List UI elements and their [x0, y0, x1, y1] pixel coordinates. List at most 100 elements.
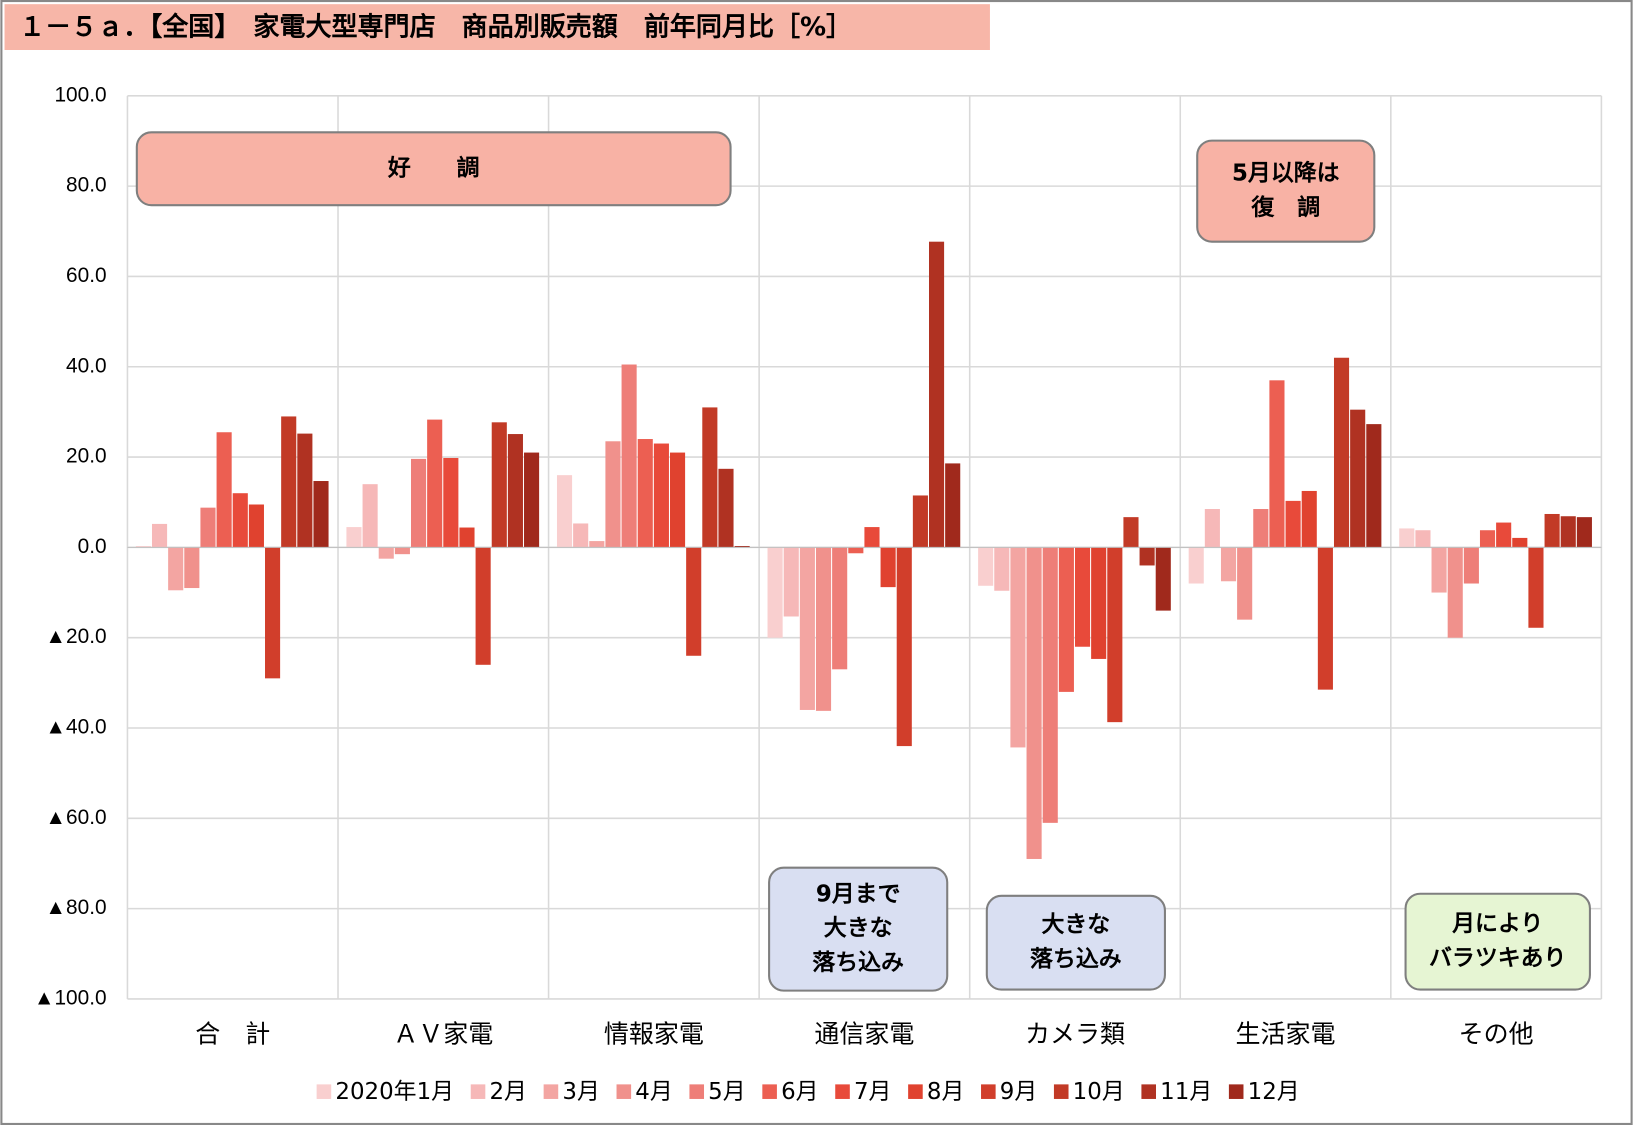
y-tick-label: ▲40.0 [45, 716, 106, 739]
bar [1123, 517, 1139, 548]
legend-swatch [689, 1084, 705, 1099]
y-tick-label: 60.0 [66, 264, 107, 287]
bar [686, 547, 702, 656]
annotation-text: 9月まで [816, 881, 901, 907]
bar [896, 547, 912, 747]
bar [1107, 547, 1123, 723]
legend-label: 2月 [489, 1079, 526, 1105]
bar [248, 504, 264, 548]
annotation-text: 大きな [824, 916, 893, 942]
bar [1463, 547, 1479, 584]
annotation-text: 好 調 [387, 154, 480, 181]
bar [200, 507, 216, 548]
bar [427, 419, 443, 548]
x-tick-label: 合 計 [195, 1019, 270, 1048]
bar [1285, 500, 1301, 548]
legend-swatch [1141, 1084, 1156, 1099]
bar [1204, 509, 1220, 548]
bar [783, 547, 799, 617]
bar [1188, 547, 1204, 584]
x-tick-label: ＡＶ家電 [393, 1019, 493, 1048]
legend-swatch [835, 1084, 850, 1099]
legend-label: 11月 [1160, 1079, 1212, 1105]
bar [605, 441, 621, 548]
annotation-box [1404, 892, 1591, 991]
annotation-text: 落ち込み [1030, 946, 1122, 972]
bar [994, 547, 1010, 591]
bar [848, 547, 864, 554]
bar [410, 458, 427, 548]
bar [265, 547, 281, 679]
bar [621, 364, 637, 548]
bar [1447, 547, 1463, 638]
bar [346, 527, 362, 548]
bar [637, 439, 653, 548]
bar [184, 547, 200, 589]
bar [1350, 409, 1366, 548]
bar [378, 547, 394, 559]
bar [653, 443, 669, 548]
bar [281, 416, 297, 548]
legend-label: 10月 [1073, 1079, 1125, 1105]
x-tick-label: その他 [1459, 1019, 1534, 1048]
annotation-text: 復 調 [1250, 194, 1320, 221]
y-tick-label: ▲80.0 [45, 896, 106, 919]
y-tick-label: ▲100.0 [34, 986, 107, 1009]
bar [1544, 513, 1560, 548]
bar [394, 547, 410, 555]
bar [1415, 530, 1431, 548]
legend-swatch [981, 1084, 996, 1099]
bar [1091, 547, 1107, 659]
legend-swatch [616, 1084, 632, 1099]
legend-label: 2020年1月 [335, 1079, 454, 1105]
bar [702, 407, 718, 548]
legend-swatch [470, 1084, 486, 1099]
bar [1155, 547, 1171, 611]
x-tick-label: 通信家電 [814, 1019, 914, 1048]
y-tick-label: 80.0 [66, 174, 107, 197]
bar [1512, 537, 1528, 548]
legend-swatch [908, 1084, 923, 1099]
bar [168, 547, 184, 591]
bar [1479, 530, 1496, 548]
y-tick-label: 100.0 [54, 83, 106, 106]
y-tick-label: 0.0 [78, 535, 107, 558]
bar [459, 527, 475, 548]
annotation-box [1196, 139, 1376, 243]
bar [151, 523, 168, 548]
bar [912, 495, 928, 548]
legend-label: 7月 [854, 1079, 891, 1105]
y-tick-label: 20.0 [66, 445, 107, 468]
title-background [4, 4, 990, 50]
legend-swatch [316, 1084, 332, 1099]
bar [1528, 547, 1544, 628]
legend-swatch [543, 1084, 559, 1099]
bar [135, 546, 151, 548]
bar [589, 541, 605, 548]
bar [232, 493, 248, 548]
legend-label: 5月 [708, 1079, 745, 1105]
bar [1253, 509, 1269, 548]
bar [1317, 547, 1333, 690]
bar [1366, 424, 1382, 548]
bar [1139, 547, 1155, 566]
y-tick-label: ▲20.0 [45, 625, 106, 648]
x-tick-label: 生活家電 [1236, 1019, 1336, 1048]
bar [507, 434, 523, 548]
bar [815, 547, 832, 711]
annotation-box [135, 131, 732, 207]
x-tick-label: カメラ類 [1025, 1019, 1125, 1048]
bar [573, 523, 589, 548]
bar [1010, 547, 1026, 748]
bar [669, 452, 686, 548]
bar [718, 468, 734, 548]
bar [1220, 547, 1237, 582]
annotation-box [985, 894, 1166, 991]
y-tick-label: 40.0 [66, 354, 107, 377]
legend-label: 8月 [927, 1079, 964, 1105]
legend-label: 12月 [1248, 1079, 1300, 1105]
bar [216, 432, 232, 548]
bar [1269, 380, 1285, 548]
legend-label: 4月 [635, 1079, 672, 1105]
bar [297, 433, 313, 548]
